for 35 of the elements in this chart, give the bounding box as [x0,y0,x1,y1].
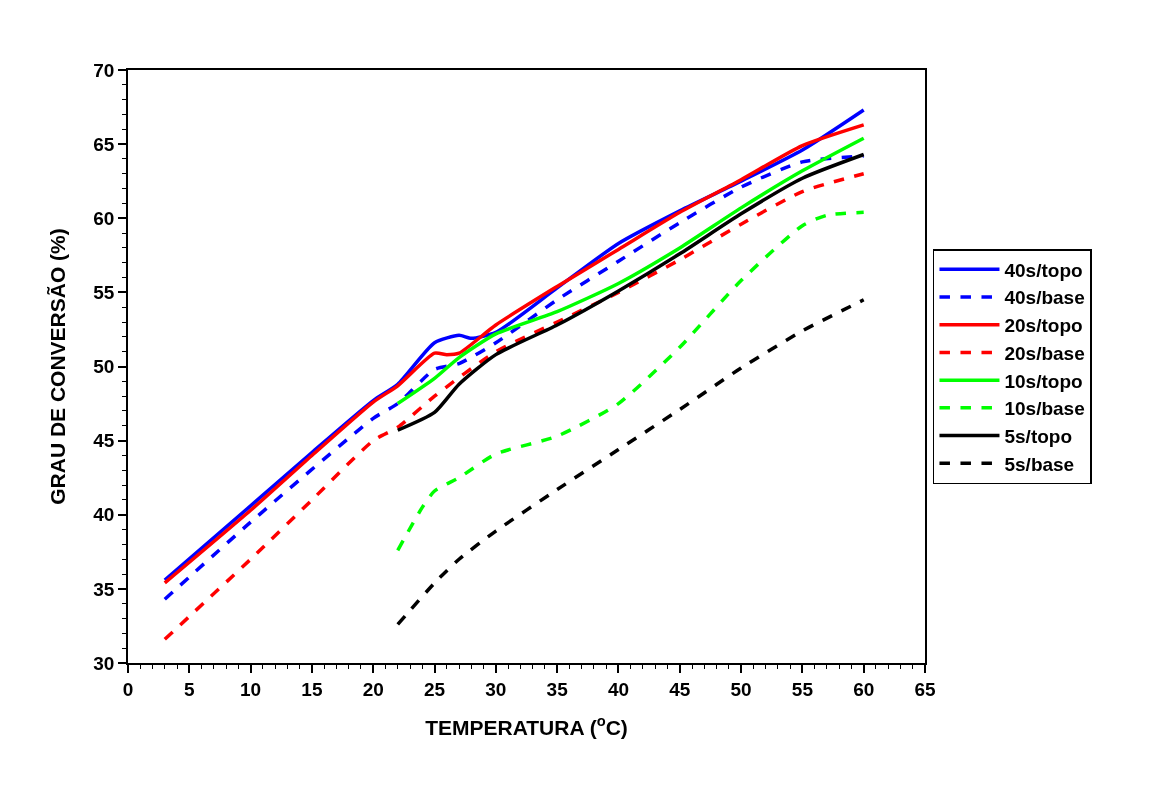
x-tick-label: 5 [184,678,196,700]
legend-label: 10s/topo [1004,370,1083,392]
y-tick-label: 60 [93,207,115,229]
x-tick-label: 45 [669,678,691,700]
line-series [396,210,866,553]
legend-label: 10s/base [1004,398,1085,420]
y-tick-label: 55 [93,282,115,304]
y-tick-label: 65 [93,133,115,155]
x-tick-label: 25 [423,678,446,700]
x-tick-label: 15 [301,678,323,700]
x-tick-label: 55 [791,678,814,700]
legend-label: 5s/topo [1004,425,1073,447]
y-axis-title: GRAU DE CONVERSÃO (%) [45,228,69,505]
x-tick-label: 0 [122,678,134,700]
x-tick-label: 65 [914,678,936,700]
y-tick-label: 40 [93,504,115,526]
legend-label: 20s/topo [1004,315,1083,337]
line-series [396,298,866,627]
y-tick-label: 50 [93,356,115,378]
x-axis-title: TEMPERATURA ($^{o}$C) [425,713,628,740]
legend-label: 40s/topo [1004,259,1083,281]
y-tick-label: 35 [93,578,115,600]
legend-label: 20s/base [1004,342,1085,364]
y-tick-label: 70 [93,59,115,81]
y-tick-label: 45 [93,430,115,452]
legend-label: 40s/base [1004,287,1085,309]
x-tick-label: 20 [362,678,384,700]
x-tick-label: 40 [607,678,630,700]
x-tick-label: 50 [730,678,752,700]
x-tick-label: 30 [485,678,507,700]
y-tick-label: 30 [93,652,115,674]
x-tick-label: 10 [240,678,262,700]
x-tick-label: 60 [853,678,875,700]
legend-label: 5s/base [1004,453,1075,475]
x-tick-label: 35 [546,678,569,700]
